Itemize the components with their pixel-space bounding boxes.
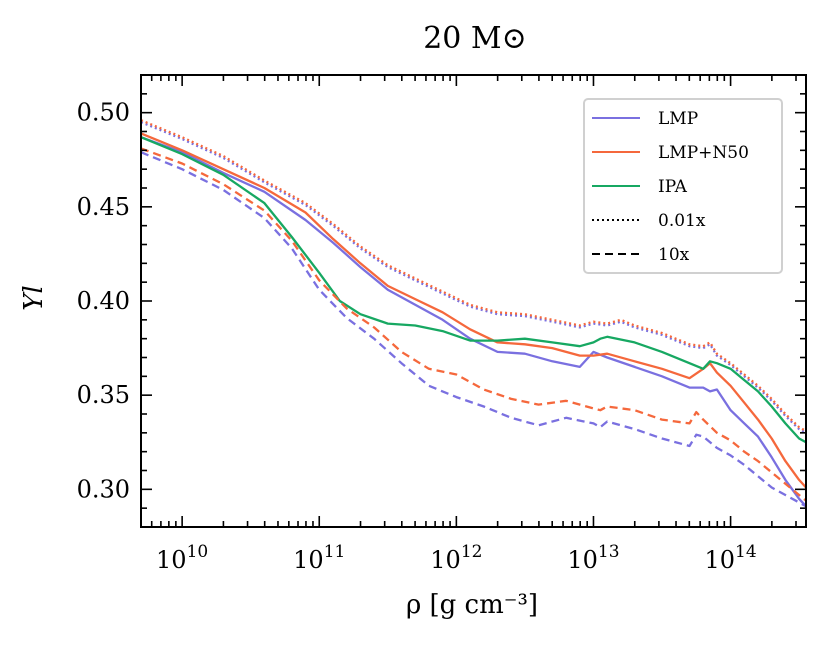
x-tick-exponent: 10 [187, 542, 209, 562]
axis-ticks [141, 74, 806, 528]
x-tick-exponent: 11 [324, 542, 346, 562]
legend-label: LMP [658, 109, 698, 129]
x-tick-base: 10 [293, 546, 324, 574]
y-tick-labels: 0.30 0.35 0.40 0.45 0.50 [77, 99, 130, 504]
series-line-0 [140, 136, 807, 508]
legend-label: LMP+N50 [658, 143, 749, 163]
series-line-6 [140, 147, 807, 502]
y-tick-label: 0.30 [77, 475, 130, 503]
x-tick-label: 1010 [156, 542, 208, 574]
series-line-4 [140, 119, 807, 433]
legend-label: 10x [658, 245, 690, 265]
series-line-3 [140, 121, 807, 434]
legend: LMP LMP+N50 IPA 0.01x 10x [583, 98, 783, 274]
x-tick-label: 1012 [430, 542, 482, 574]
x-tick-label: 1014 [704, 542, 756, 574]
y-tick-label: 0.35 [77, 381, 130, 409]
y-axis-label: Yl [19, 285, 49, 310]
legend-label: IPA [658, 177, 688, 197]
legend-label: 0.01x [658, 211, 706, 231]
y-tick-label: 0.45 [77, 193, 130, 221]
legend-box [583, 98, 783, 274]
x-tick-exponent: 12 [461, 542, 483, 562]
series-line-2 [140, 136, 807, 444]
x-tick-base: 10 [430, 546, 461, 574]
x-axis-label: ρ [g cm⁻³] [406, 590, 538, 620]
plot-area [140, 119, 807, 508]
x-tick-exponent: 13 [598, 542, 620, 562]
x-tick-base: 10 [156, 546, 187, 574]
x-tick-base: 10 [704, 546, 735, 574]
chart-title: 20 M⊙ [423, 21, 527, 56]
x-tick-label: 1013 [567, 542, 619, 574]
y-tick-label: 0.40 [77, 287, 130, 315]
series-line-5 [140, 151, 807, 508]
x-tick-base: 10 [567, 546, 598, 574]
x-tick-labels: 1010 1011 1012 1013 1014 [156, 542, 757, 574]
series-line-1 [140, 132, 807, 489]
x-tick-exponent: 14 [735, 542, 757, 562]
x-tick-label: 1011 [293, 542, 345, 574]
y-tick-label: 0.50 [77, 99, 130, 127]
